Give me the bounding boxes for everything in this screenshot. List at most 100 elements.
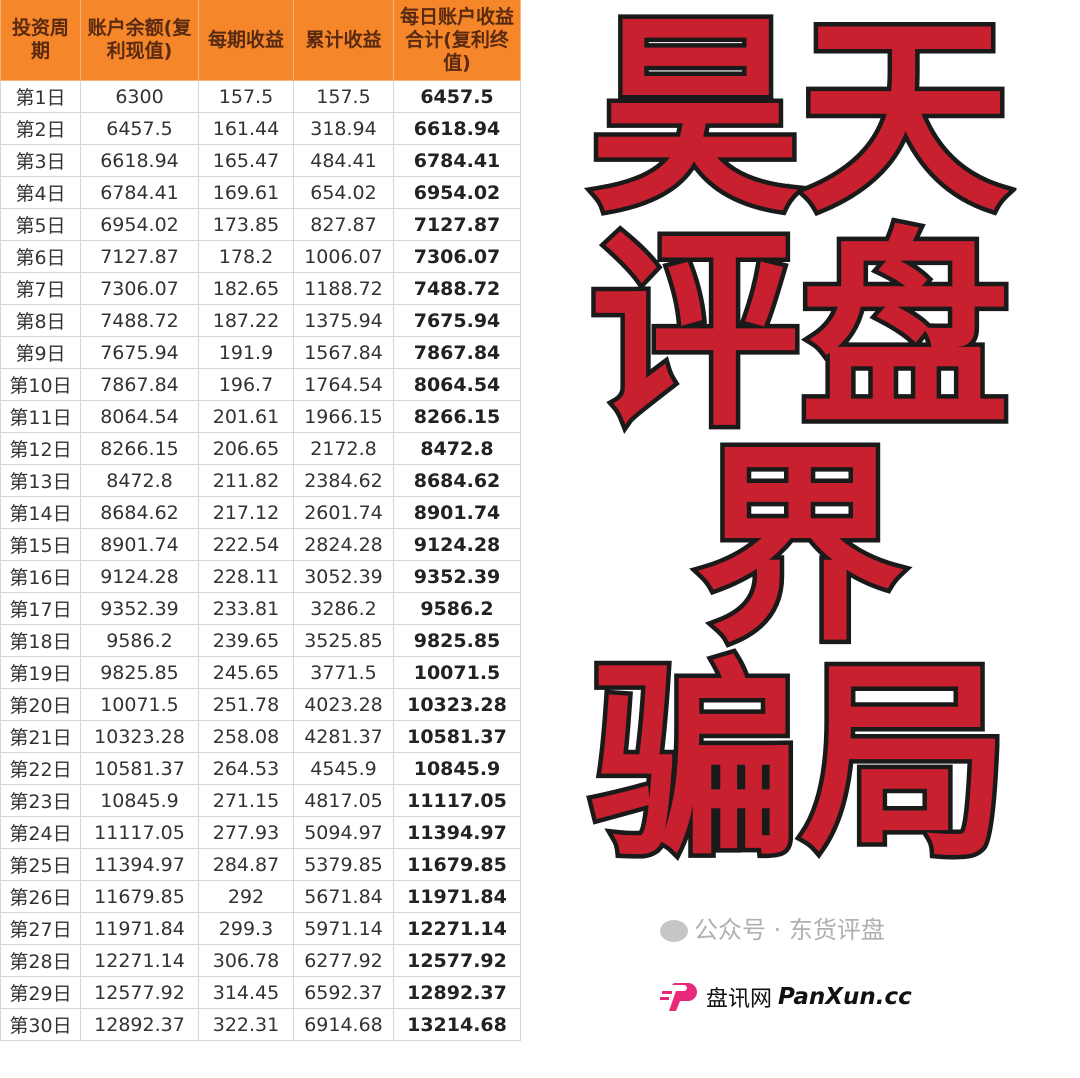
- cell-period-gain: 161.44: [198, 112, 294, 145]
- cell-cumulative-gain: 827.87: [293, 208, 394, 241]
- cell-period-gain: 217.12: [198, 496, 294, 529]
- cell-daily-total: 11679.85: [393, 848, 521, 881]
- cell-daily-total: 9124.28: [393, 528, 521, 561]
- cell-cumulative-gain: 3052.39: [293, 560, 394, 593]
- panxun-logo: 盘讯网 PanXun.cc: [660, 980, 912, 1014]
- cell-daily-total: 7127.87: [393, 208, 521, 241]
- cell-period: 第1日: [0, 80, 81, 113]
- wechat-icon: [660, 920, 688, 942]
- header-cumulative-gain: 累计收益: [293, 0, 394, 81]
- watermark-text: 公众号 · 东货评盘: [694, 916, 885, 944]
- cell-period-gain: 245.65: [198, 656, 294, 689]
- cell-period: 第22日: [0, 752, 81, 785]
- table-row: 第24日 11117.05 277.93 5094.97 11394.97: [0, 816, 521, 849]
- cell-period-gain: 251.78: [198, 688, 294, 721]
- cell-daily-total: 10581.37: [393, 720, 521, 753]
- cell-daily-total: 8266.15: [393, 400, 521, 433]
- table-row: 第14日 8684.62 217.12 2601.74 8901.74: [0, 496, 521, 529]
- cell-period: 第11日: [0, 400, 81, 433]
- cell-daily-total: 10323.28: [393, 688, 521, 721]
- cell-period: 第28日: [0, 944, 81, 977]
- cell-daily-total: 12577.92: [393, 944, 521, 977]
- cell-balance: 10323.28: [80, 720, 199, 753]
- cell-period: 第2日: [0, 112, 81, 145]
- cell-cumulative-gain: 4281.37: [293, 720, 394, 753]
- cell-daily-total: 8901.74: [393, 496, 521, 529]
- table-row: 第22日 10581.37 264.53 4545.9 10845.9: [0, 752, 521, 785]
- header-row: 投资周期 账户余额(复利现值) 每期收益 累计收益 每日账户收益合计(复利终值): [0, 0, 521, 81]
- cell-cumulative-gain: 4023.28: [293, 688, 394, 721]
- table-row: 第21日 10323.28 258.08 4281.37 10581.37: [0, 720, 521, 753]
- table-row: 第28日 12271.14 306.78 6277.92 12577.92: [0, 944, 521, 977]
- cell-balance: 8266.15: [80, 432, 199, 465]
- cell-cumulative-gain: 2824.28: [293, 528, 394, 561]
- cell-cumulative-gain: 5971.14: [293, 912, 394, 945]
- header-period: 投资周期: [0, 0, 81, 81]
- cell-cumulative-gain: 1966.15: [293, 400, 394, 433]
- cell-cumulative-gain: 5379.85: [293, 848, 394, 881]
- table-row: 第15日 8901.74 222.54 2824.28 9124.28: [0, 528, 521, 561]
- table-row: 第8日 7488.72 187.22 1375.94 7675.94: [0, 304, 521, 337]
- cell-period-gain: 271.15: [198, 784, 294, 817]
- table-row: 第9日 7675.94 191.9 1567.84 7867.84: [0, 336, 521, 369]
- table-row: 第23日 10845.9 271.15 4817.05 11117.05: [0, 784, 521, 817]
- cell-balance: 7127.87: [80, 240, 199, 273]
- table-row: 第7日 7306.07 182.65 1188.72 7488.72: [0, 272, 521, 305]
- cell-period-gain: 211.82: [198, 464, 294, 497]
- cell-period: 第19日: [0, 656, 81, 689]
- cell-balance: 10581.37: [80, 752, 199, 785]
- cell-daily-total: 6618.94: [393, 112, 521, 145]
- cell-daily-total: 7675.94: [393, 304, 521, 337]
- cell-daily-total: 6954.02: [393, 176, 521, 209]
- table-row: 第19日 9825.85 245.65 3771.5 10071.5: [0, 656, 521, 689]
- cell-period-gain: 292: [198, 880, 294, 913]
- cell-period: 第4日: [0, 176, 81, 209]
- header-daily-total: 每日账户收益合计(复利终值): [393, 0, 521, 81]
- cell-period: 第5日: [0, 208, 81, 241]
- table-row: 第2日 6457.5 161.44 318.94 6618.94: [0, 112, 521, 145]
- cell-cumulative-gain: 654.02: [293, 176, 394, 209]
- cell-daily-total: 10845.9: [393, 752, 521, 785]
- cell-daily-total: 7488.72: [393, 272, 521, 305]
- table-row: 第26日 11679.85 292 5671.84 11971.84: [0, 880, 521, 913]
- cell-daily-total: 8684.62: [393, 464, 521, 497]
- cell-cumulative-gain: 5094.97: [293, 816, 394, 849]
- cell-balance: 9825.85: [80, 656, 199, 689]
- table-row: 第4日 6784.41 169.61 654.02 6954.02: [0, 176, 521, 209]
- cell-period-gain: 178.2: [198, 240, 294, 273]
- table-row: 第30日 12892.37 322.31 6914.68 13214.68: [0, 1008, 521, 1041]
- cell-balance: 7867.84: [80, 368, 199, 401]
- overlay-title: 昊天评盘界: [585, 0, 1014, 670]
- table-row: 第1日 6300 157.5 157.5 6457.5: [0, 80, 521, 113]
- cell-period-gain: 169.61: [198, 176, 294, 209]
- cell-daily-total: 11117.05: [393, 784, 521, 817]
- cell-cumulative-gain: 3771.5: [293, 656, 394, 689]
- cell-period-gain: 284.87: [198, 848, 294, 881]
- cell-period-gain: 182.65: [198, 272, 294, 305]
- table-row: 第20日 10071.5 251.78 4023.28 10323.28: [0, 688, 521, 721]
- cell-balance: 8901.74: [80, 528, 199, 561]
- table-row: 第18日 9586.2 239.65 3525.85 9825.85: [0, 624, 521, 657]
- cell-period: 第16日: [0, 560, 81, 593]
- cell-balance: 8472.8: [80, 464, 199, 497]
- cell-cumulative-gain: 3525.85: [293, 624, 394, 657]
- cell-cumulative-gain: 157.5: [293, 80, 394, 113]
- cell-daily-total: 11971.84: [393, 880, 521, 913]
- cell-cumulative-gain: 1006.07: [293, 240, 394, 273]
- cell-period: 第25日: [0, 848, 81, 881]
- cell-balance: 12271.14: [80, 944, 199, 977]
- table-row: 第16日 9124.28 228.11 3052.39 9352.39: [0, 560, 521, 593]
- cell-period-gain: 187.22: [198, 304, 294, 337]
- cell-cumulative-gain: 1375.94: [293, 304, 394, 337]
- watermark: 公众号 · 东货评盘: [660, 910, 885, 945]
- cell-balance: 10071.5: [80, 688, 199, 721]
- table-row: 第27日 11971.84 299.3 5971.14 12271.14: [0, 912, 521, 945]
- cell-period-gain: 228.11: [198, 560, 294, 593]
- cell-balance: 11117.05: [80, 816, 199, 849]
- cell-period-gain: 239.65: [198, 624, 294, 657]
- cell-daily-total: 8064.54: [393, 368, 521, 401]
- cell-daily-total: 11394.97: [393, 816, 521, 849]
- table-row: 第5日 6954.02 173.85 827.87 7127.87: [0, 208, 521, 241]
- cell-balance: 6300: [80, 80, 199, 113]
- cell-daily-total: 7306.07: [393, 240, 521, 273]
